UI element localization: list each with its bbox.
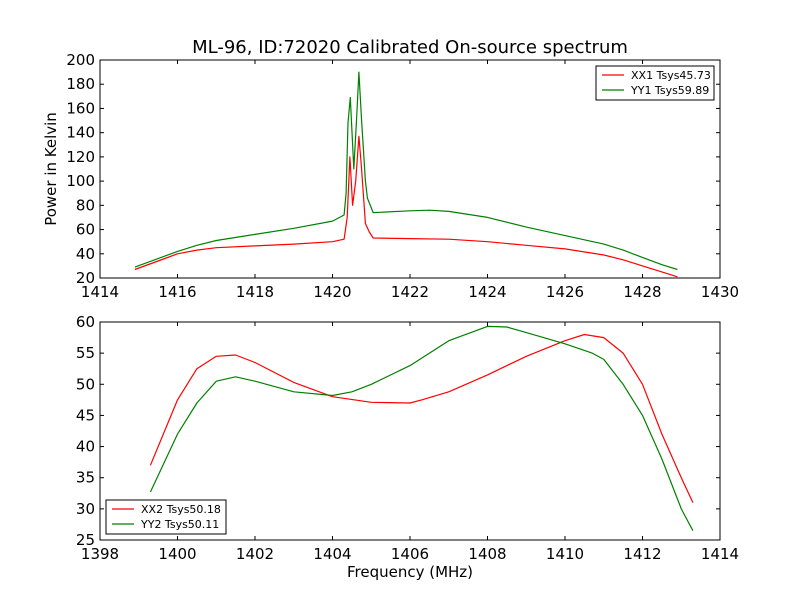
y-tick-label: 140	[66, 124, 95, 142]
y-tick-label: 80	[76, 196, 95, 214]
legend-box	[105, 499, 227, 535]
x-tick-label: 1408	[468, 545, 506, 563]
y-tick-label: 45	[76, 406, 95, 424]
x-tick-label: 1422	[391, 283, 429, 301]
y-axis-label: Power in Kelvin	[42, 112, 60, 226]
plot-frame	[99, 59, 721, 279]
x-tick-label: 1400	[158, 545, 196, 563]
legend-label: XX2 Tsys50.18	[141, 503, 221, 516]
x-tick-label: 1420	[313, 283, 351, 301]
x-tick-label: 1402	[236, 545, 274, 563]
series-line-xx1	[134, 135, 678, 278]
y-tick-label: 60	[76, 313, 95, 331]
series-line-yy1	[134, 71, 678, 271]
y-tick-label: 40	[76, 245, 95, 263]
y-tick-label: 40	[76, 438, 95, 456]
x-tick-label: 1404	[313, 545, 351, 563]
y-tick-label: 25	[76, 531, 95, 549]
legend-box	[595, 65, 715, 101]
y-tick-label: 50	[76, 375, 95, 393]
x-tick-label: 1430	[701, 283, 739, 301]
series-line-yy2	[149, 325, 694, 531]
x-tick-label: 1398	[81, 545, 119, 563]
x-tick-label: 1428	[623, 283, 661, 301]
x-tick-label: 1414	[81, 283, 119, 301]
y-tick-label: 30	[76, 500, 95, 518]
x-tick-label: 1418	[236, 283, 274, 301]
x-axis-label: Frequency (MHz)	[347, 563, 473, 581]
plot-frame	[99, 321, 721, 541]
y-tick-label: 180	[66, 75, 95, 93]
x-tick-label: 1416	[158, 283, 196, 301]
x-tick-label: 1424	[468, 283, 506, 301]
y-tick-label: 20	[76, 269, 95, 287]
x-tick-label: 1414	[701, 545, 739, 563]
y-tick-label: 60	[76, 221, 95, 239]
y-tick-label: 100	[66, 172, 95, 190]
y-tick-label: 55	[76, 344, 95, 362]
x-tick-label: 1410	[546, 545, 584, 563]
x-tick-label: 1412	[623, 545, 661, 563]
series-line-xx2	[149, 333, 694, 503]
y-tick-label: 35	[76, 469, 95, 487]
chart-title: ML-96, ID:72020 Calibrated On-source spe…	[192, 37, 628, 58]
legend-label: YY2 Tsys50.11	[140, 518, 219, 531]
x-tick-label: 1406	[391, 545, 429, 563]
legend-label: XX1 Tsys45.73	[631, 69, 711, 82]
y-tick-label: 120	[66, 148, 95, 166]
legend-label: YY1 Tsys59.89	[630, 84, 709, 97]
x-tick-label: 1426	[546, 283, 584, 301]
y-tick-label: 160	[66, 99, 95, 117]
y-tick-label: 200	[66, 51, 95, 69]
